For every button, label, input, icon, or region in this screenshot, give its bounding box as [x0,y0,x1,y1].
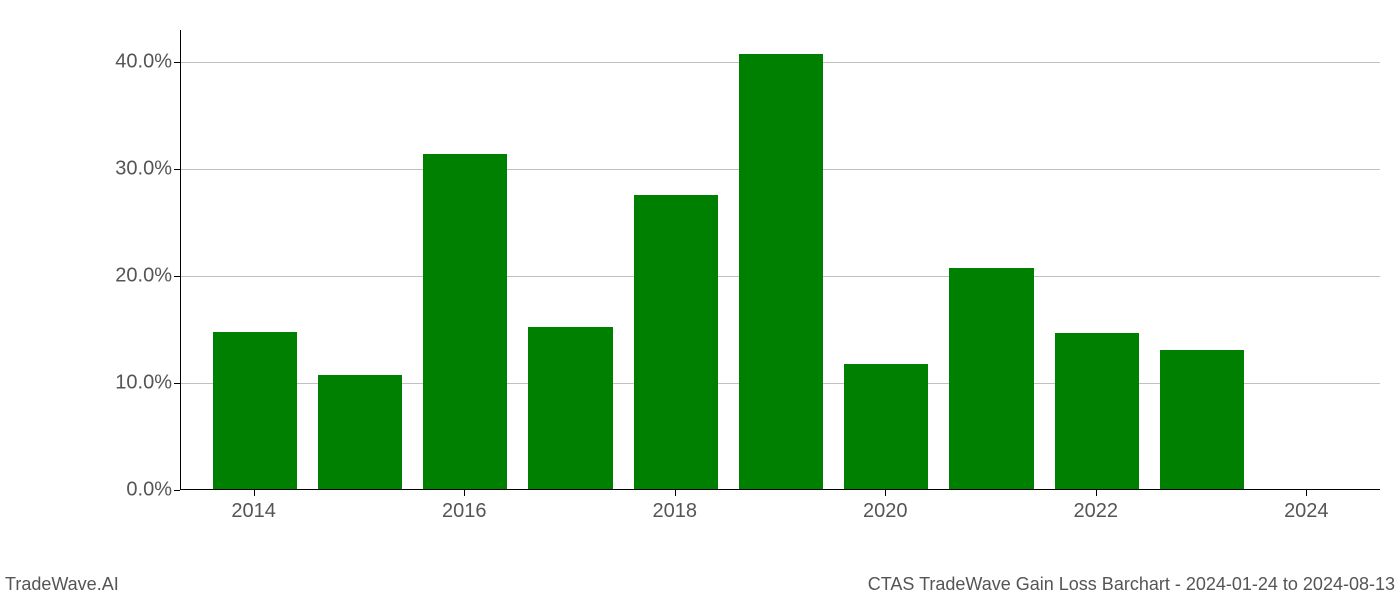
bar [949,268,1033,489]
footer-right-text: CTAS TradeWave Gain Loss Barchart - 2024… [868,574,1395,595]
xtick-mark [1096,490,1097,496]
ytick-label: 40.0% [115,51,172,74]
bar [1160,350,1244,489]
xtick-mark [464,490,465,496]
xtick-label: 2024 [1284,500,1329,523]
bar [423,154,507,489]
ytick-label: 20.0% [115,265,172,288]
ytick-mark [174,383,180,384]
xtick-mark [254,490,255,496]
plot-area [180,30,1380,490]
ytick-mark [174,276,180,277]
xtick-label: 2022 [1074,500,1119,523]
xtick-label: 2018 [652,500,697,523]
ytick-label: 10.0% [115,372,172,395]
ytick-mark [174,169,180,170]
bar [739,54,823,489]
bar [1055,333,1139,489]
ytick-label: 30.0% [115,158,172,181]
bar-chart: 0.0%10.0%20.0%30.0%40.0%2014201620182020… [120,30,1380,530]
ytick-mark [174,62,180,63]
ytick-label: 0.0% [126,479,172,502]
bar [213,332,297,489]
ytick-mark [174,490,180,491]
bar [318,375,402,489]
xtick-label: 2016 [442,500,487,523]
xtick-label: 2020 [863,500,908,523]
xtick-mark [885,490,886,496]
footer-left-text: TradeWave.AI [5,574,119,595]
bar [634,195,718,489]
bar [528,327,612,489]
xtick-label: 2014 [231,500,276,523]
bar [844,364,928,489]
xtick-mark [1306,490,1307,496]
xtick-mark [675,490,676,496]
